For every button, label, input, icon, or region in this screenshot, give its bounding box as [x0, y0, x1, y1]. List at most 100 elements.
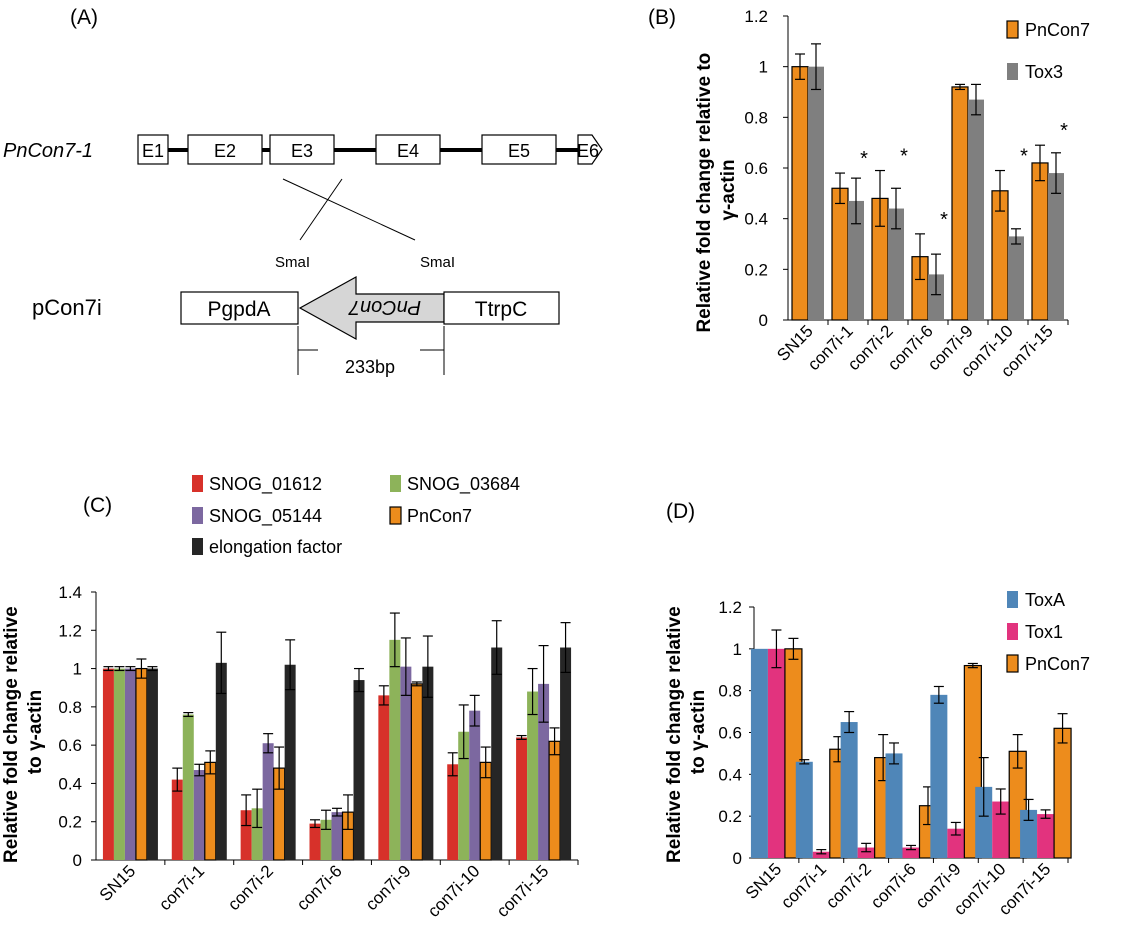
legend-label-c-snog03684: SNOG_03684	[407, 474, 520, 495]
significance-marker: *	[1020, 146, 1028, 168]
legend-label-d-pncon7: PnCon7	[1025, 654, 1090, 674]
y-tick-label: 0.2	[744, 260, 768, 279]
chart-c-legend: SNOG_01612 SNOG_03684 SNOG_05144 PnCon7 …	[192, 474, 520, 557]
exon-box-3	[269, 134, 335, 165]
x-tick-label: con7i-6	[293, 861, 346, 914]
fragment-size-label: 233bp	[345, 357, 395, 377]
y-tick-label: 0.2	[58, 813, 82, 832]
bar-snog-01612-con7i-10	[447, 764, 459, 860]
bar-toxa-con7i-9	[930, 694, 948, 858]
chart-d-bars	[750, 629, 1072, 859]
legend-label-c-snog05144: SNOG_05144	[209, 506, 322, 527]
bar-snog-03684-sn15	[113, 668, 125, 860]
bar-tox1-con7i-1	[812, 851, 830, 858]
chart-d-legend: ToxA Tox1 PnCon7	[1006, 590, 1090, 674]
bar-snog-01612-con7i-9	[378, 695, 390, 860]
bar-elongation-factor-sn15	[146, 668, 158, 860]
bar-toxa-con7i-2	[840, 722, 858, 858]
chart-b-ylabel: Relative fold change relative to γ-actin	[694, 47, 739, 332]
exon-box-5	[481, 134, 557, 165]
y-tick-label: 0	[759, 311, 768, 330]
bar-snog-03684-con7i-9	[389, 639, 401, 860]
y-tick-label: 1.2	[58, 621, 82, 640]
exon-label-1: E1	[142, 141, 164, 161]
bar-snog-05144-con7i-10	[469, 710, 481, 860]
legend-label-b-tox3: Tox3	[1025, 62, 1063, 82]
y-tick-label: 1	[733, 640, 742, 659]
y-tick-label: 0.6	[718, 724, 742, 743]
chart-d-ylabel-line-1: Relative fold change relative	[664, 606, 685, 863]
bar-tox1-con7i-10	[992, 801, 1010, 858]
bar-tox1-con7i-2	[857, 847, 875, 858]
chart-b-ylabel-line-2: γ-actin	[718, 159, 739, 220]
bar-elongation-factor-con7i-15	[560, 647, 572, 860]
significance-marker: *	[940, 209, 948, 231]
bar-snog-03684-con7i-10	[458, 731, 470, 860]
bar-tox3-con7i-1	[848, 200, 864, 320]
legend-swatch-b-tox3	[1007, 63, 1018, 80]
y-tick-label: 0.4	[718, 765, 742, 784]
bar-toxa-con7i-6	[885, 753, 903, 858]
chart-d-ylabel-line-2: to γ-actin	[688, 690, 709, 774]
bar-tox3-sn15	[808, 66, 824, 321]
bar-elongation-factor-con7i-10	[491, 647, 503, 860]
legend-label-d-tox1: Tox1	[1025, 622, 1063, 642]
x-tick-label: con7i-10	[424, 861, 484, 921]
bar-pncon7-sn15	[135, 667, 148, 861]
bar-pncon7-con7i-15	[548, 740, 561, 861]
y-tick-label: 0.4	[58, 774, 82, 793]
site-label-left: SmaI	[275, 254, 310, 271]
bar-snog-05144-con7i-15	[538, 683, 550, 860]
exon-label-3: E3	[291, 141, 313, 161]
crossover-line-2	[299, 178, 343, 241]
bar-pncon7-con7i-9	[410, 683, 423, 861]
bar-snog-05144-con7i-1	[193, 770, 205, 860]
bar-snog-01612-con7i-15	[516, 737, 528, 860]
panel-label-a: (A)	[70, 6, 98, 29]
y-tick-label: 1.2	[744, 7, 768, 26]
bar-snog-05144-sn15	[124, 668, 136, 860]
bar-pncon7-con7i-1	[204, 761, 217, 861]
chart-c-ylabel-line-2: to γ-actin	[25, 690, 46, 774]
bar-tox3-con7i-6	[928, 274, 944, 320]
construct-name: pCon7i	[32, 295, 102, 320]
exon-label-5: E5	[508, 141, 530, 161]
bar-pncon7-con7i-15	[1053, 727, 1072, 859]
insert-label: PnCon7	[348, 296, 421, 318]
x-tick-label: con7i-1	[777, 859, 830, 912]
bar-toxa-con7i-15	[1020, 809, 1038, 858]
bar-pncon7-sn15	[791, 66, 809, 321]
bar-elongation-factor-con7i-2	[284, 664, 296, 860]
significance-marker: *	[860, 148, 868, 170]
bar-tox3-con7i-2	[888, 208, 904, 320]
bar-pncon7-con7i-9	[951, 86, 969, 321]
legend-label-c-snog01612: SNOG_01612	[209, 474, 322, 495]
y-tick-label: 0.8	[58, 698, 82, 717]
bar-pncon7-con7i-15	[1031, 162, 1049, 321]
bar-snog-03684-con7i-1	[182, 714, 194, 860]
bar-tox3-con7i-15	[1048, 173, 1064, 320]
bar-tox1-con7i-15	[1037, 814, 1055, 858]
panel-label-d: (D)	[666, 500, 695, 523]
chart-d-ylabel: Relative fold change relative to γ-actin	[664, 601, 709, 863]
chart-c: 0 0.2 0.4 0.6 0.8 1 1.2 1.4 SN15 con7i-1 con7i-2 co…	[1, 474, 579, 921]
exon-box-6	[577, 134, 603, 165]
bar-tox1-con7i-9	[947, 828, 965, 858]
bar-snog-03684-con7i-6	[320, 819, 332, 860]
y-tick-label: 0.6	[58, 736, 82, 755]
chart-c-bars	[102, 612, 572, 861]
bar-snog-05144-con7i-6	[331, 812, 343, 860]
y-tick-label: 0.8	[744, 108, 768, 127]
gene-name: PnCon7-1	[3, 140, 93, 162]
bar-snog-05144-con7i-9	[400, 666, 412, 860]
chart-c-ylabel: Relative fold change relative to γ-actin	[1, 601, 46, 863]
promoter-label: PgpdA	[207, 298, 270, 321]
chart-b-legend: PnCon7 Tox3	[1006, 20, 1090, 82]
exon-label-6: E6	[577, 141, 599, 161]
legend-swatch-c-elongation-factor	[192, 538, 203, 555]
legend-label-c-pncon7: PnCon7	[407, 506, 472, 526]
bar-snog-03684-con7i-2	[251, 808, 263, 860]
chart-d: 00.20.40.60.811.2SN15con7i-1con7i-2con7i…	[664, 590, 1090, 919]
promoter-box	[180, 291, 299, 325]
bar-tox1-con7i-6	[902, 847, 920, 858]
